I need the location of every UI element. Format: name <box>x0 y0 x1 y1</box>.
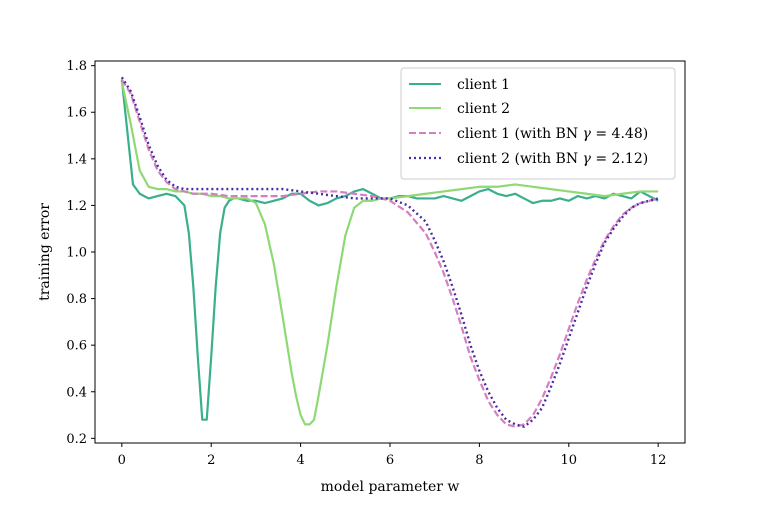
y-tick-label: 0.8 <box>66 292 87 307</box>
x-tick-label: 6 <box>386 453 394 468</box>
legend-label-client-1-bn-suffix: = 4.48) <box>591 126 648 142</box>
legend-label-client-1: client 1 <box>457 77 510 93</box>
y-tick-label: 1.0 <box>66 246 87 261</box>
legend-label-client-2-bn-suffix: = 2.12) <box>591 151 648 167</box>
legend-gamma-2: γ <box>583 151 592 167</box>
legend-label-client-1-bn-prefix: client 1 (with BN <box>457 126 583 142</box>
x-tick-label: 12 <box>650 453 667 468</box>
x-tick-label: 2 <box>207 453 215 468</box>
series-layer <box>120 76 659 428</box>
x-tick-label: 10 <box>561 453 578 468</box>
series-client-2-bn <box>120 76 659 428</box>
y-axis: 0.2 0.4 0.6 0.8 1.0 1.2 1.4 1.6 1.8 <box>66 59 95 447</box>
legend-label-client-2-bn: client 2 (with BN γ = 2.12) <box>457 151 648 167</box>
legend-gamma-1: γ <box>583 126 592 142</box>
y-tick-label: 0.6 <box>66 339 87 354</box>
y-axis-label: training error <box>37 203 53 301</box>
x-tick-label: 8 <box>475 453 483 468</box>
x-axis: 0 2 4 6 8 10 12 <box>118 443 667 468</box>
legend-label-client-1-bn: client 1 (with BN γ = 4.48) <box>457 126 648 142</box>
x-tick-label: 4 <box>296 453 304 468</box>
y-tick-label: 0.4 <box>66 385 87 400</box>
y-tick-label: 1.4 <box>66 152 87 167</box>
y-tick-label: 0.2 <box>66 432 87 447</box>
x-axis-label: model parameter w <box>321 479 460 495</box>
series-client-1-bn <box>120 79 659 428</box>
x-tick-label: 0 <box>118 453 126 468</box>
series-client-1 <box>120 79 659 421</box>
legend: client 1 client 2 client 1 (with BN γ = … <box>400 67 676 180</box>
legend-label-client-2: client 2 <box>457 101 510 117</box>
legend-box <box>400 67 676 180</box>
legend-label-client-2-bn-prefix: client 2 (with BN <box>457 151 583 167</box>
y-tick-label: 1.8 <box>66 59 87 74</box>
y-tick-label: 1.6 <box>66 106 87 121</box>
y-tick-label: 1.2 <box>66 199 87 214</box>
